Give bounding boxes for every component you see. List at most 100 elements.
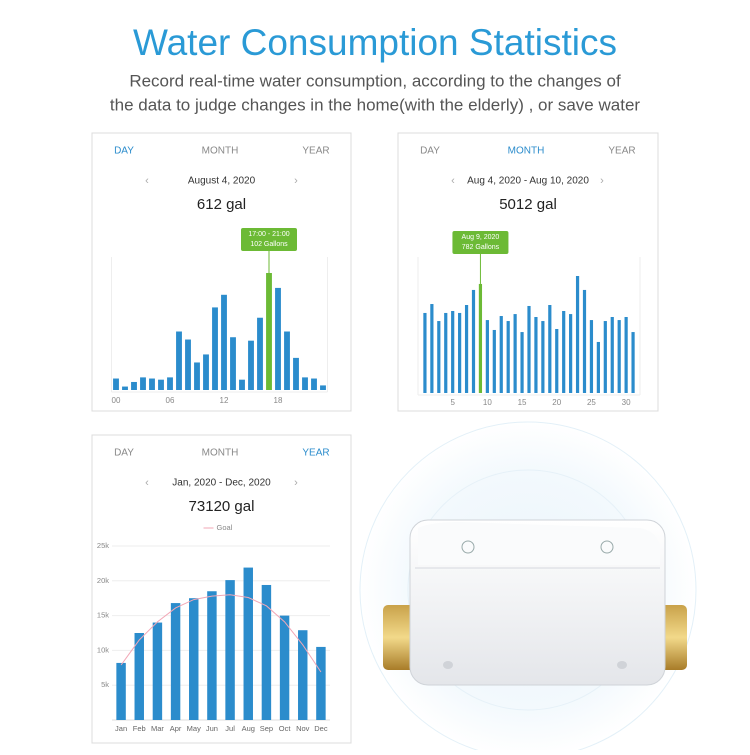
x-tick-label: 15 bbox=[518, 398, 527, 407]
tab: DAY bbox=[114, 146, 134, 157]
bar bbox=[221, 294, 227, 390]
annotation-text: Aug 9, 2020 bbox=[462, 234, 500, 241]
bar bbox=[527, 305, 531, 393]
bar bbox=[589, 320, 594, 393]
bar bbox=[520, 332, 524, 393]
x-tick-label: 5 bbox=[450, 398, 455, 407]
bar bbox=[444, 312, 448, 393]
total: 73120 gal bbox=[189, 498, 255, 515]
bar bbox=[624, 316, 628, 393]
bar bbox=[485, 320, 489, 393]
bar bbox=[423, 312, 427, 393]
bar bbox=[225, 580, 235, 720]
bar bbox=[534, 316, 538, 393]
bar bbox=[437, 321, 441, 393]
tab: YEAR bbox=[608, 146, 635, 157]
next-arrow: › bbox=[294, 477, 298, 489]
bar bbox=[266, 273, 272, 390]
bar bbox=[134, 633, 144, 720]
prev-arrow: ‹ bbox=[451, 175, 455, 187]
bar bbox=[298, 630, 308, 720]
x-tick-label: 10 bbox=[483, 398, 492, 407]
bar bbox=[316, 646, 326, 720]
period: August 4, 2020 bbox=[188, 176, 256, 187]
bar bbox=[596, 341, 600, 393]
bar bbox=[149, 378, 155, 390]
x-tick-label: 06 bbox=[166, 396, 175, 405]
bar bbox=[189, 598, 199, 720]
bar bbox=[311, 378, 317, 390]
bar bbox=[555, 328, 559, 393]
annotation-box bbox=[241, 228, 297, 251]
x-tick-label: Oct bbox=[279, 724, 292, 733]
bar bbox=[185, 339, 191, 390]
x-tick-label: Jan bbox=[115, 724, 127, 733]
subtitle: the data to judge changes in the home(wi… bbox=[110, 95, 640, 114]
bar bbox=[284, 331, 290, 390]
x-tick-label: May bbox=[187, 724, 201, 733]
x-tick-label: Dec bbox=[314, 724, 328, 733]
annotation-text: 782 Gallons bbox=[462, 244, 500, 251]
x-tick-label: 12 bbox=[220, 396, 229, 405]
bar bbox=[167, 377, 173, 390]
tab: MONTH bbox=[202, 448, 239, 459]
bar bbox=[610, 316, 614, 393]
title: Water Consumption Statistics bbox=[133, 22, 617, 63]
period: Aug 4, 2020 - Aug 10, 2020 bbox=[467, 176, 589, 187]
bar bbox=[158, 379, 164, 390]
bar bbox=[631, 332, 635, 393]
bar bbox=[506, 321, 510, 393]
bar bbox=[248, 340, 254, 390]
tab: MONTH bbox=[508, 146, 545, 157]
bar bbox=[243, 567, 253, 720]
tab: DAY bbox=[114, 448, 134, 459]
bar bbox=[513, 314, 517, 393]
bar bbox=[194, 362, 200, 390]
next-arrow: › bbox=[294, 175, 298, 187]
x-tick-label: Feb bbox=[133, 724, 146, 733]
bar bbox=[471, 289, 476, 393]
bar bbox=[152, 622, 163, 720]
x-tick-label: Aug bbox=[242, 724, 255, 733]
bar bbox=[575, 276, 580, 393]
prev-arrow: ‹ bbox=[145, 477, 149, 489]
bar bbox=[261, 584, 272, 720]
bar bbox=[113, 378, 119, 390]
bar bbox=[603, 321, 607, 393]
annotation-text: 102 Gallons bbox=[250, 241, 288, 248]
prev-arrow: ‹ bbox=[145, 175, 149, 187]
bar bbox=[451, 311, 455, 393]
bar bbox=[212, 307, 218, 390]
x-tick-label: Jun bbox=[206, 724, 218, 733]
x-tick-label: Mar bbox=[151, 724, 164, 733]
bar bbox=[170, 603, 181, 720]
bar bbox=[499, 316, 503, 393]
y-tick-label: 15k bbox=[97, 611, 109, 620]
bar bbox=[203, 354, 209, 390]
x-tick-label: Sep bbox=[260, 724, 273, 733]
subtitle: Record real-time water consumption, acco… bbox=[129, 71, 621, 90]
bar bbox=[302, 377, 308, 390]
bar bbox=[617, 320, 621, 393]
annotation-text: 17:00 - 21:00 bbox=[248, 231, 289, 238]
bar bbox=[458, 312, 462, 393]
bar bbox=[116, 662, 126, 720]
y-tick-label: 20k bbox=[97, 576, 109, 585]
bar bbox=[176, 331, 182, 390]
x-tick-label: 00 bbox=[112, 396, 121, 405]
x-tick-label: 25 bbox=[587, 398, 596, 407]
bar bbox=[548, 305, 552, 393]
x-tick-label: Jul bbox=[225, 724, 235, 733]
goal-line bbox=[120, 594, 322, 673]
bar bbox=[230, 337, 236, 390]
tab: YEAR bbox=[302, 448, 329, 459]
bar bbox=[320, 385, 326, 390]
bar bbox=[122, 386, 128, 390]
bar bbox=[562, 311, 566, 393]
x-tick-label: Apr bbox=[170, 724, 182, 733]
bar bbox=[541, 321, 545, 393]
product-photo bbox=[359, 421, 697, 755]
y-tick-label: 25k bbox=[97, 541, 109, 550]
legend-label: Goal bbox=[217, 523, 233, 532]
